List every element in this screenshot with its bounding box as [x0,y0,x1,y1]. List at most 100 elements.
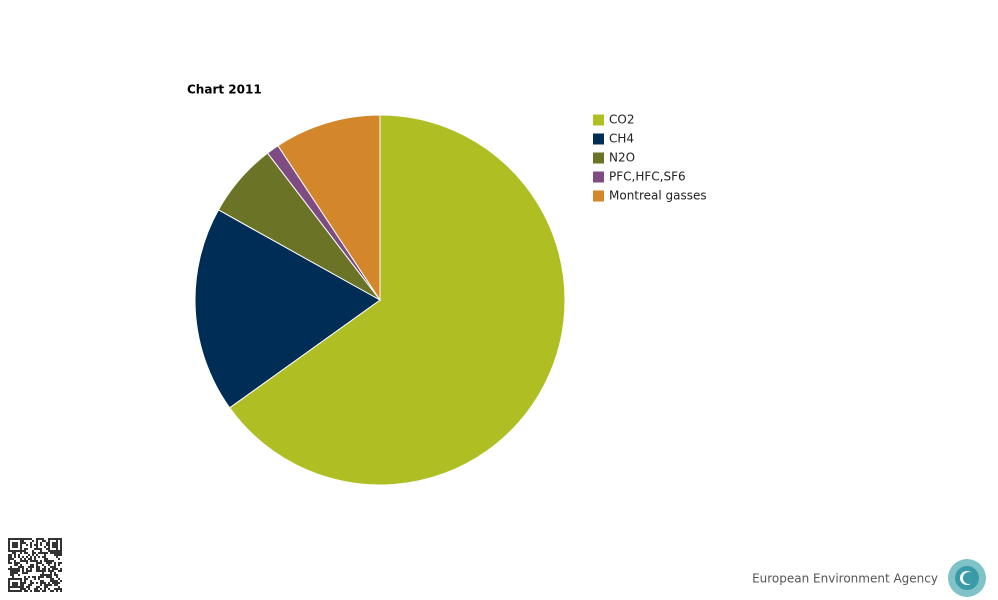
qr-cell [60,590,62,592]
qr-cell [42,552,44,554]
qr-cell [26,570,28,572]
qr-cell [22,568,24,570]
qr-cell [12,568,14,570]
qr-cell [8,556,10,558]
qr-cell [38,576,40,578]
qr-cell [48,546,50,548]
qr-cell [16,570,18,572]
qr-cell [32,540,34,542]
qr-cell [14,554,16,556]
qr-cell [8,590,10,592]
qr-cell [58,550,60,552]
qr-cell [8,562,10,564]
qr-cell [10,566,12,568]
qr-cell [8,548,10,550]
qr-cell [28,586,30,588]
qr-cell [56,540,58,542]
qr-cell [36,570,38,572]
qr-cell [42,576,44,578]
qr-cell [34,552,36,554]
qr-cell [20,550,22,552]
qr-cell [60,580,62,582]
qr-cell [38,548,40,550]
qr-cell [12,542,14,544]
qr-cell [8,568,10,570]
qr-cell [10,578,12,580]
qr-cell [60,588,62,590]
qr-cell [42,564,44,566]
qr-cell [28,554,30,556]
qr-cell [10,562,12,564]
qr-cell [16,562,18,564]
legend-label: CH4 [609,132,634,146]
qr-cell [40,570,42,572]
qr-cell [30,556,32,558]
qr-cell [32,564,34,566]
qr-cell [44,574,46,576]
qr-cell [28,558,30,560]
qr-cell [56,568,58,570]
legend-label: Montreal gasses [609,189,707,203]
qr-cell [10,568,12,570]
qr-cell [46,542,48,544]
qr-cell [46,548,48,550]
qr-cell [44,582,46,584]
qr-cell [10,558,12,560]
qr-cell [44,552,46,554]
qr-cell [54,550,56,552]
qr-cell [26,552,28,554]
qr-cell [46,584,48,586]
qr-cell [52,546,54,548]
qr-cell [14,556,16,558]
qr-cell [36,546,38,548]
qr-cell [36,540,38,542]
qr-cell [56,554,58,556]
qr-cell [28,576,30,578]
qr-cell [60,542,62,544]
qr-cell [12,586,14,588]
qr-cell [20,584,22,586]
qr-cell [22,540,24,542]
qr-cell [18,538,20,540]
qr-cell [34,588,36,590]
qr-cell [50,574,52,576]
qr-cell [34,544,36,546]
qr-cell [46,586,48,588]
qr-cell [10,590,12,592]
qr-cell [56,576,58,578]
qr-cell [24,558,26,560]
qr-cell [38,586,40,588]
qr-cell [60,546,62,548]
qr-cell [12,550,14,552]
qr-cell [24,582,26,584]
legend-swatch [593,171,604,183]
qr-cell [20,542,22,544]
qr-cell [10,574,12,576]
qr-cell [34,548,36,550]
qr-cell [34,556,36,558]
qr-cell [12,558,14,560]
qr-cell [38,578,40,580]
qr-cell [12,570,14,572]
legend-swatch [593,152,604,164]
qr-cell [36,544,38,546]
qr-cell [60,544,62,546]
qr-cell [40,538,42,540]
legend-swatch [593,133,604,145]
qr-cell [56,546,58,548]
qr-cell [14,586,16,588]
qr-cell [26,568,28,570]
qr-cell [24,588,26,590]
qr-cell [40,544,42,546]
qr-cell [8,560,10,562]
qr-cell [14,570,16,572]
qr-cell [48,576,50,578]
qr-cell [22,542,24,544]
qr-cell [20,578,22,580]
qr-cell [24,576,26,578]
qr-cell [54,580,56,582]
qr-cell [40,548,42,550]
qr-cell [56,584,58,586]
qr-cell [46,562,48,564]
